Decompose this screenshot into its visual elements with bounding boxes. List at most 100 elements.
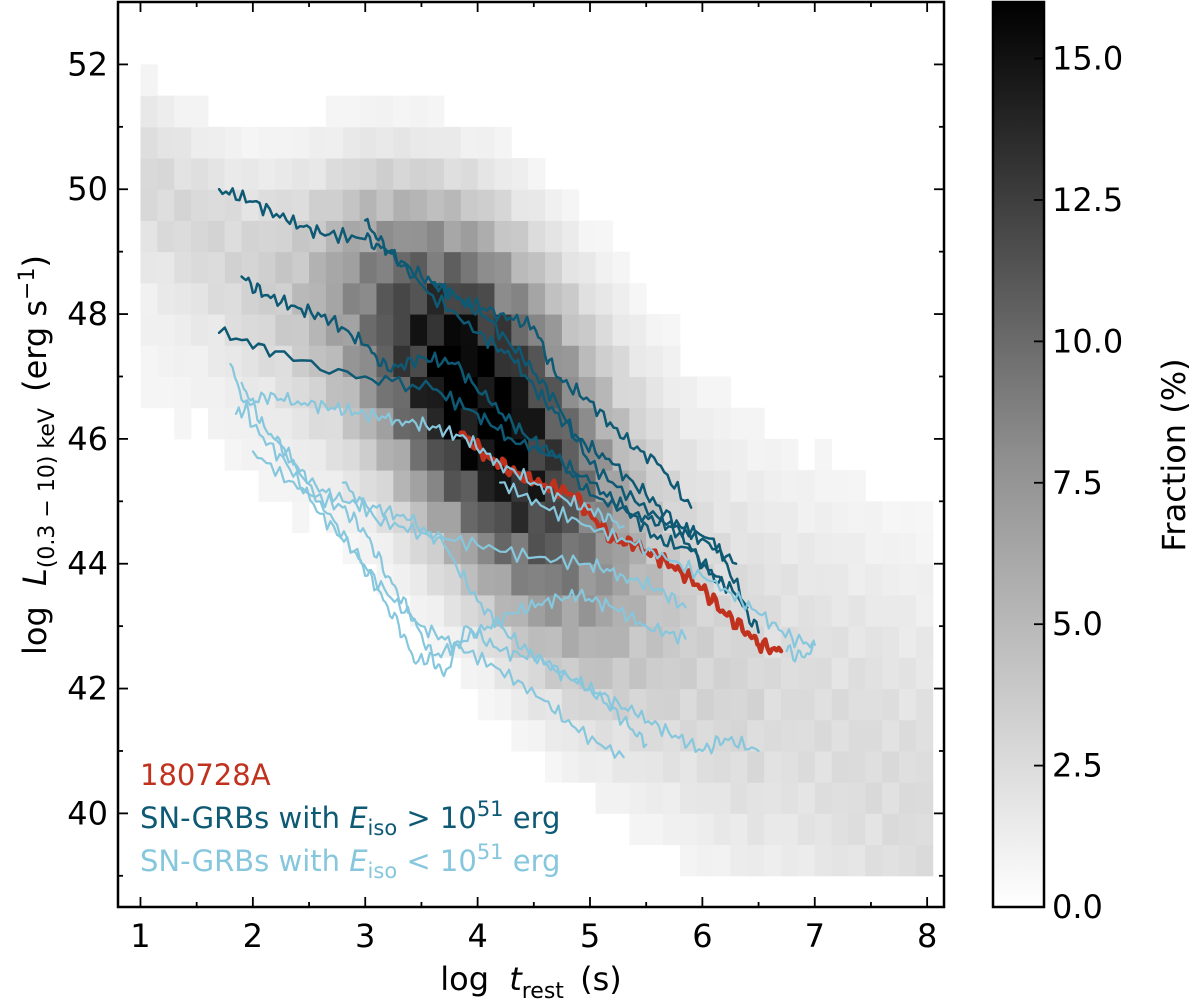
heatmap-cell bbox=[848, 626, 866, 658]
heatmap-cell bbox=[393, 220, 411, 253]
heatmap-cell bbox=[443, 126, 462, 159]
heatmap-cell bbox=[663, 782, 681, 814]
heatmap-cell bbox=[325, 95, 344, 128]
heatmap-cell bbox=[797, 470, 816, 502]
heatmap-cell bbox=[831, 563, 849, 596]
heatmap-cell bbox=[747, 719, 765, 752]
heatmap-cell bbox=[359, 314, 377, 346]
heatmap-cell bbox=[191, 345, 209, 377]
heatmap-cell bbox=[848, 594, 866, 627]
heatmap-cell bbox=[258, 376, 276, 409]
heatmap-cell bbox=[224, 251, 243, 284]
heatmap-cell bbox=[545, 563, 563, 596]
heatmap-cell bbox=[882, 750, 900, 783]
heatmap-cell bbox=[157, 345, 175, 377]
heatmap-cell bbox=[561, 688, 580, 721]
heatmap-cell bbox=[797, 563, 816, 596]
heatmap-cell bbox=[292, 126, 310, 159]
colorbar-gradient bbox=[991, 0, 1046, 909]
heatmap-cell bbox=[679, 594, 698, 627]
heatmap-cell bbox=[140, 251, 158, 284]
heatmap-cell bbox=[477, 657, 495, 690]
heatmap-cell bbox=[561, 750, 580, 783]
heatmap-cell bbox=[224, 407, 243, 440]
heatmap-cell bbox=[224, 220, 243, 253]
heatmap-cell bbox=[157, 158, 175, 190]
heatmap-cell bbox=[747, 438, 765, 471]
heatmap-cell bbox=[814, 563, 833, 596]
heatmap-cell bbox=[157, 314, 175, 346]
heatmap-cell bbox=[477, 407, 495, 440]
heatmap-cell bbox=[848, 470, 866, 502]
heatmap-cell bbox=[781, 470, 799, 502]
heatmap-cell bbox=[528, 657, 546, 690]
heatmap-cell bbox=[258, 251, 276, 284]
heatmap-cell bbox=[747, 813, 765, 846]
heatmap-cell bbox=[275, 470, 293, 502]
heatmap-cell bbox=[831, 782, 849, 814]
series-line bbox=[431, 281, 693, 509]
heatmap-cell bbox=[679, 688, 698, 721]
heatmap-cell bbox=[561, 251, 580, 284]
heatmap-cell bbox=[629, 657, 647, 690]
heatmap-cell bbox=[814, 688, 833, 721]
heatmap-cell bbox=[545, 314, 563, 346]
heatmap-cell bbox=[747, 563, 765, 596]
heatmap-cell bbox=[865, 813, 883, 846]
heatmap-cell bbox=[831, 719, 849, 752]
heatmap-cell bbox=[393, 563, 411, 596]
series-line bbox=[274, 437, 687, 666]
heatmap-cell bbox=[528, 563, 546, 596]
heatmap-cell bbox=[865, 750, 883, 783]
heatmap-cell bbox=[342, 189, 361, 221]
heatmap-cell bbox=[477, 688, 495, 721]
heatmap-cell bbox=[511, 189, 529, 221]
heatmap-cell bbox=[882, 688, 900, 721]
heatmap-cell bbox=[831, 501, 849, 534]
colorbar-tick-label: 2.5 bbox=[1052, 747, 1103, 785]
heatmap-cell bbox=[663, 407, 681, 440]
heatmap-cell bbox=[427, 532, 445, 565]
heatmap-cell bbox=[207, 314, 226, 346]
heatmap-cell bbox=[545, 251, 563, 284]
heatmap-cell bbox=[814, 438, 833, 471]
heatmap-cell bbox=[376, 251, 394, 284]
heatmap-cell bbox=[376, 376, 394, 409]
heatmap-cell bbox=[494, 126, 512, 159]
heatmap-cell bbox=[410, 126, 428, 159]
heatmap-cell bbox=[915, 657, 934, 690]
heatmap-cell bbox=[174, 126, 192, 159]
heatmap-cell bbox=[865, 782, 883, 814]
heatmap-cell bbox=[191, 189, 209, 221]
heatmap-cell bbox=[831, 844, 849, 877]
heatmap-cell bbox=[663, 376, 681, 409]
heatmap-cell bbox=[612, 251, 630, 284]
heatmap-cell bbox=[629, 376, 647, 409]
heatmap-cell bbox=[528, 251, 546, 284]
heatmap-cell bbox=[865, 719, 883, 752]
heatmap-cell bbox=[275, 189, 293, 221]
heatmap-cell bbox=[764, 750, 782, 783]
heatmap-cell bbox=[899, 813, 917, 846]
heatmap-cell bbox=[275, 126, 293, 159]
heatmap-cell bbox=[241, 314, 259, 346]
heatmap-cell bbox=[376, 95, 394, 128]
heatmap-cell bbox=[443, 158, 462, 190]
heatmap-cell bbox=[511, 158, 529, 190]
heatmap-cell bbox=[545, 688, 563, 721]
colorbar-ticks: 0.0 2.5 5.0 7.5 10.0 12.5 15.0 bbox=[1034, 40, 1123, 926]
heatmap-cell bbox=[140, 345, 158, 377]
heatmap-cell bbox=[612, 563, 630, 596]
heatmap-cell bbox=[528, 220, 546, 253]
heatmap-cell bbox=[882, 532, 900, 565]
heatmap-cell bbox=[797, 813, 816, 846]
y-tick-label: 52 bbox=[67, 45, 108, 83]
heatmap-cell bbox=[309, 438, 327, 471]
heatmap-cell bbox=[612, 719, 630, 752]
heatmap-cell bbox=[157, 251, 175, 284]
heatmap-cell bbox=[713, 438, 731, 471]
heatmap-cell bbox=[915, 844, 934, 877]
heatmap-cell bbox=[494, 532, 512, 565]
heatmap-cell bbox=[224, 345, 243, 377]
heatmap-cell bbox=[865, 688, 883, 721]
